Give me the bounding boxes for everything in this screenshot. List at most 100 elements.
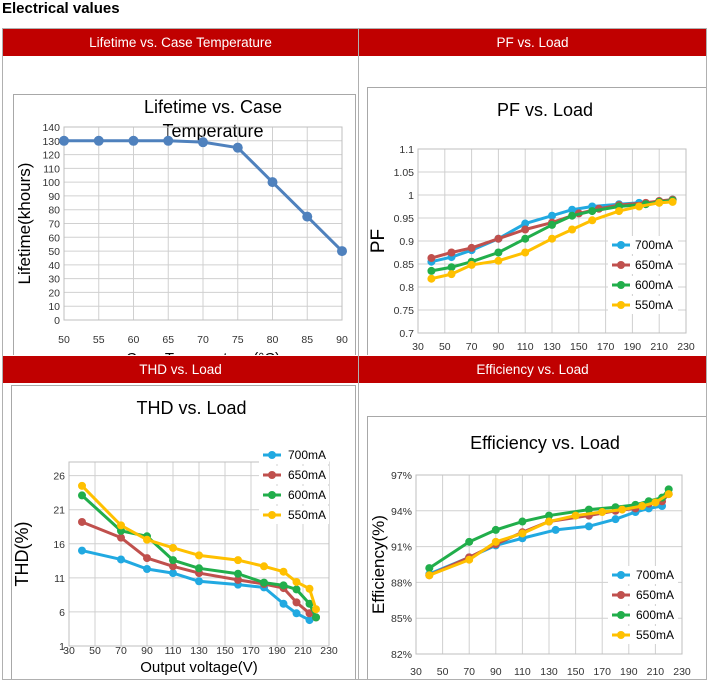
chart-box: PF vs. Load 0.7 0.75 0.8 0.85 0.9 0.95 1 1.05 1.1… — [367, 87, 706, 355]
data-point — [425, 571, 434, 580]
legend-label: 600mA — [635, 278, 673, 292]
data-point — [292, 577, 301, 586]
data-point — [169, 543, 177, 552]
y-tick-label: 0.9 — [399, 236, 414, 248]
data-point — [518, 517, 527, 526]
plot-area — [417, 148, 687, 334]
data-point — [305, 599, 314, 608]
data-point — [598, 507, 607, 516]
y-axis-label: Efficiency(%) — [369, 515, 388, 614]
y-tick-label: 120 — [42, 150, 60, 162]
chart-title: PF vs. Load — [497, 100, 593, 120]
legend-label: 700mA — [635, 238, 673, 252]
data-point — [548, 220, 556, 229]
panel-lifetime: Lifetime vs. Case Temperature Lifetime v… — [3, 29, 358, 355]
charts-grid — [2, 28, 707, 680]
data-point — [465, 537, 474, 546]
data-point — [78, 517, 86, 526]
data-point — [292, 609, 301, 618]
efficiency-chart: Efficiency vs. Load 82% 85% 88% 91% 94% 97% 30 5… — [369, 433, 691, 678]
data-point — [232, 142, 243, 153]
data-point — [494, 248, 503, 257]
x-tick-label: 150 — [570, 341, 588, 353]
legend-label: 650mA — [288, 468, 326, 482]
data-point — [545, 511, 553, 520]
x-tick-label: 110 — [165, 645, 182, 657]
data-point — [668, 197, 677, 206]
data-point — [93, 135, 104, 146]
y-tick-label: 30 — [48, 274, 60, 286]
legend-swatch-marker — [617, 631, 625, 639]
x-tick-label: 170 — [593, 666, 611, 678]
data-point — [521, 225, 530, 234]
data-point — [491, 537, 500, 546]
legend-bg — [608, 626, 678, 644]
x-tick-label: 85 — [301, 334, 313, 346]
data-point — [655, 198, 664, 207]
legend-bg — [259, 506, 329, 524]
panel-pf: PF vs. Load PF vs. Load 0.7 0.75 0.8 0.85 0.9… — [359, 29, 706, 355]
y-axis-label: Lifetime(khours) — [15, 163, 34, 285]
y-tick-label: 26 — [53, 471, 65, 483]
legend-bg — [608, 566, 678, 584]
data-point — [292, 585, 301, 594]
x-tick-label: 210 — [650, 341, 668, 353]
legend-swatch-marker — [268, 511, 276, 519]
x-tick-label: 70 — [197, 334, 209, 346]
data-point — [635, 202, 644, 211]
y-tick-label: 97% — [391, 470, 412, 482]
y-tick-label: 0.85 — [394, 259, 415, 271]
legend-bg — [259, 466, 329, 484]
page-title: Electrical values — [2, 0, 120, 17]
y-tick-label: 85% — [391, 613, 412, 625]
data-point — [521, 234, 530, 243]
x-tick-label: 110 — [514, 666, 531, 678]
data-point — [305, 616, 314, 625]
data-point — [427, 254, 436, 263]
legend-swatch-marker — [617, 611, 625, 619]
panel-header: Efficiency vs. Load — [359, 356, 706, 383]
data-point — [195, 564, 203, 573]
y-tick-label: 21 — [53, 505, 65, 517]
data-point — [467, 243, 476, 252]
series-line — [81, 549, 311, 622]
x-tick-label: 70 — [115, 645, 127, 657]
data-point — [465, 555, 474, 564]
legend-label: 550mA — [635, 298, 673, 312]
data-point — [302, 211, 313, 222]
data-point — [169, 556, 177, 565]
legend-swatch-marker — [617, 241, 625, 249]
data-point — [78, 546, 86, 555]
x-tick-label: 230 — [677, 341, 695, 353]
legend-label: 650mA — [635, 258, 673, 272]
panel-thd: THD vs. Load THD vs. Load 1 6 11 16 21 26 30 50 7… — [3, 356, 358, 679]
y-tick-label: 0 — [54, 315, 60, 327]
chart-box: Lifetime vs. Case Temperature 0 10 20 30 40 50 6… — [13, 94, 356, 355]
panel-header: Lifetime vs. Case Temperature — [3, 29, 358, 56]
x-axis-label: Output voltage(V) — [140, 659, 258, 676]
data-point — [584, 522, 593, 531]
data-point — [143, 564, 151, 573]
data-point — [568, 225, 577, 234]
legend-swatch-marker — [617, 261, 625, 269]
y-tick-label: 94% — [391, 506, 412, 518]
x-tick-label: 210 — [647, 666, 665, 678]
x-tick-label: 190 — [624, 341, 642, 353]
y-tick-label: 11 — [54, 573, 65, 585]
legend-swatch-marker — [617, 591, 625, 599]
plot-area — [63, 126, 343, 321]
x-tick-label: 190 — [268, 645, 286, 657]
data-point — [651, 498, 660, 507]
x-tick-label: 65 — [162, 334, 174, 346]
data-point — [59, 135, 69, 146]
plot-area — [415, 474, 683, 655]
x-tick-label: 170 — [242, 645, 260, 657]
x-tick-label: 170 — [597, 341, 615, 353]
x-tick-label: 90 — [493, 341, 505, 353]
legend-swatch-marker — [268, 471, 276, 479]
data-point — [195, 551, 203, 560]
x-tick-label: 70 — [466, 341, 478, 353]
data-point — [198, 137, 208, 148]
data-point — [337, 246, 347, 257]
pf-chart: PF vs. Load 0.7 0.75 0.8 0.85 0.9 0.95 1 1.05 1.1… — [368, 100, 695, 353]
